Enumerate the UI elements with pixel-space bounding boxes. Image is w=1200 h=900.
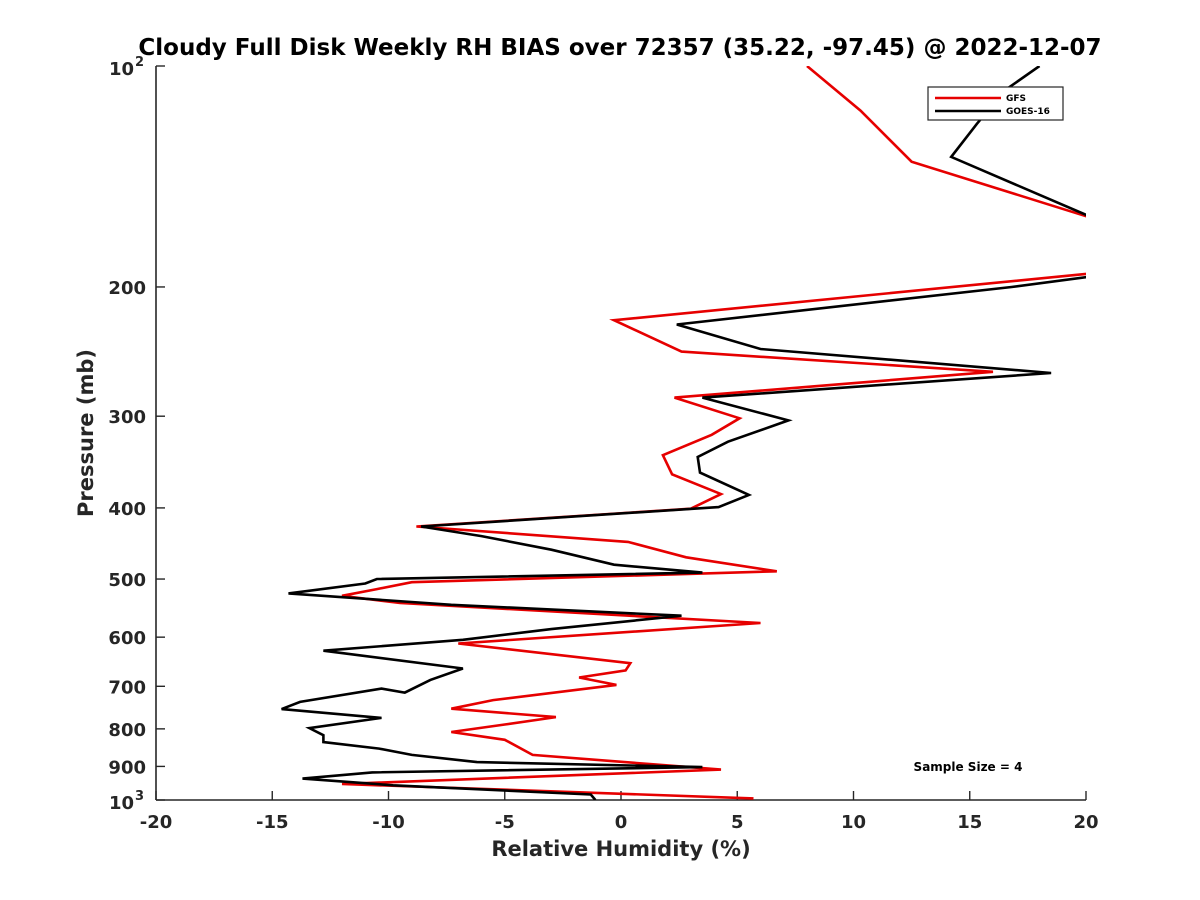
x-tick-label: -10 (372, 812, 405, 833)
y-tick-label: 900 (108, 757, 146, 778)
x-tick-label: 5 (731, 812, 744, 833)
sample-size-annotation: Sample Size = 4 (914, 760, 1023, 774)
series-line-gfs (806, 66, 1086, 218)
x-tick-label: -15 (256, 812, 289, 833)
y-tick-label: 700 (108, 677, 146, 698)
series-line-goes-16 (949, 66, 1086, 217)
y-tick-label: 200 (108, 278, 146, 299)
series-line-goes-16 (281, 275, 1086, 800)
legend-label-gfs: GFS (1006, 94, 1026, 104)
y-tick-label: 800 (108, 720, 146, 741)
x-tick-label: -20 (140, 812, 173, 833)
y-axis-label: Pressure (mb) (74, 349, 98, 517)
legend-box (927, 86, 1064, 121)
y-tick-label: 300 (108, 407, 146, 428)
series-line-gfs (341, 272, 1086, 800)
x-tick-label: 10 (841, 812, 866, 833)
y-tick-label: 600 (108, 628, 146, 649)
x-ticks: -20 -15 -10 -5 0 5 10 15 20 (140, 791, 1099, 833)
series-lines (281, 66, 1086, 800)
x-tick-label: 20 (1073, 812, 1098, 833)
y-tick-exponent: 2 (135, 55, 144, 70)
x-tick-label: -5 (495, 812, 515, 833)
plot-area: -20 -15 -10 -5 0 5 10 15 20 10 220030040050060070… (108, 55, 1098, 833)
x-axis-label: Relative Humidity (%) (491, 837, 750, 861)
legend-items: GFS GOES-16 (935, 94, 1050, 117)
y-tick-label: 400 (108, 499, 146, 520)
y-tick-label: 10 (109, 59, 134, 80)
legend-label-goes-16: GOES-16 (1006, 107, 1050, 117)
x-tick-label: 0 (615, 812, 628, 833)
y-tick-label: 10 (109, 793, 134, 814)
legend: GFS GOES-16 (927, 86, 1064, 121)
chart-title: Cloudy Full Disk Weekly RH BIAS over 723… (138, 35, 1101, 61)
y-tick-exponent: 3 (135, 789, 144, 804)
y-tick-label: 500 (108, 570, 146, 591)
x-tick-label: 15 (957, 812, 982, 833)
